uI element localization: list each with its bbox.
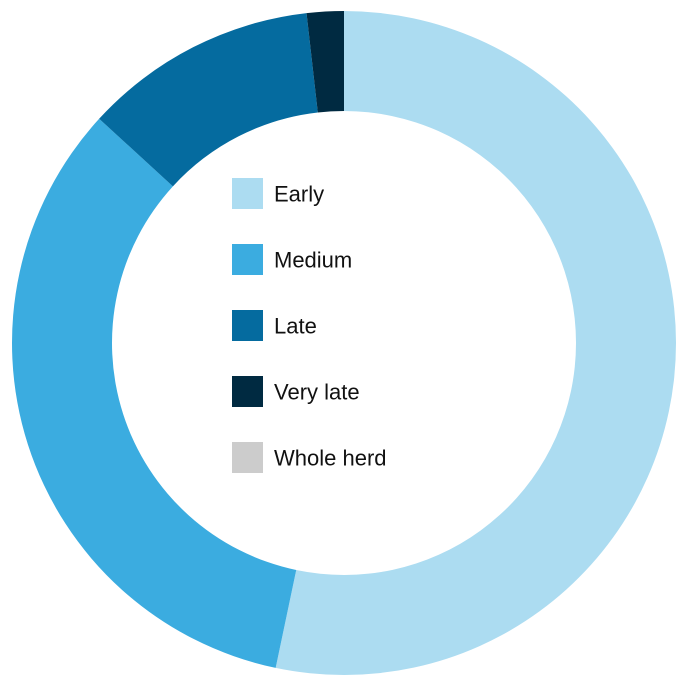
- slice-medium: [12, 118, 297, 668]
- legend-label-early: Early: [274, 182, 324, 207]
- legend-item-very-late: Very late: [232, 376, 360, 407]
- legend-swatch-very-late: [232, 376, 263, 407]
- legend-swatch-medium: [232, 244, 263, 275]
- legend-swatch-early: [232, 178, 263, 209]
- slice-early: [275, 10, 677, 676]
- legend-label-whole-herd: Whole herd: [274, 446, 387, 471]
- donut-slices: [12, 10, 677, 676]
- legend-item-medium: Medium: [232, 244, 352, 275]
- legend-item-late: Late: [232, 310, 317, 341]
- legend-label-medium: Medium: [274, 248, 352, 273]
- legend-swatch-late: [232, 310, 263, 341]
- legend-item-early: Early: [232, 178, 324, 209]
- slice-late: [99, 13, 318, 187]
- chart-legend: Early Medium Late Very late Whole herd: [232, 178, 387, 473]
- legend-label-late: Late: [274, 314, 317, 339]
- slice-very-late: [306, 11, 344, 113]
- legend-swatch-whole-herd: [232, 442, 263, 473]
- legend-item-whole-herd: Whole herd: [232, 442, 387, 473]
- legend-label-very-late: Very late: [274, 380, 360, 405]
